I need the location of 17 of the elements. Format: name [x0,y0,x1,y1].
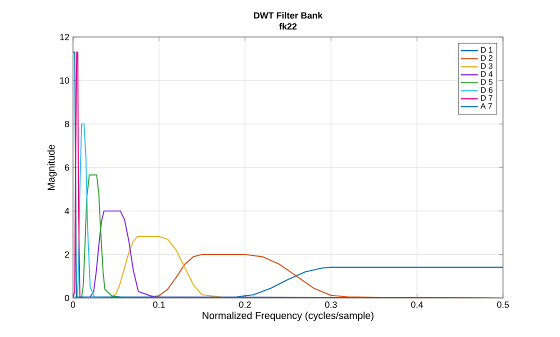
x-tick-label: 0.1 [153,302,165,308]
y-axis-title: Magnitude [47,144,57,190]
y-tick-label: 0 [64,294,70,302]
y-tick-label: 2 [64,251,70,258]
x-tick-label: 0 [70,302,76,308]
x-tick-label: 0.4 [411,302,423,308]
x-tick-label: 0.5 [497,302,509,308]
x-tick-label: 0.2 [239,302,251,308]
x-axis-title: Normalized Frequency (cycles/sample) [202,312,374,321]
y-tick-label: 4 [64,208,70,214]
chart-title: DWT Filter Bank [254,12,323,19]
y-tick-label: 6 [64,164,70,171]
x-tick-label: 0.3 [325,302,337,308]
y-tick-label: 12 [60,34,70,40]
y-tick-label: 10 [60,77,70,84]
y-tick-label: 8 [64,120,70,128]
chart-subtitle: fk22 [279,22,297,30]
